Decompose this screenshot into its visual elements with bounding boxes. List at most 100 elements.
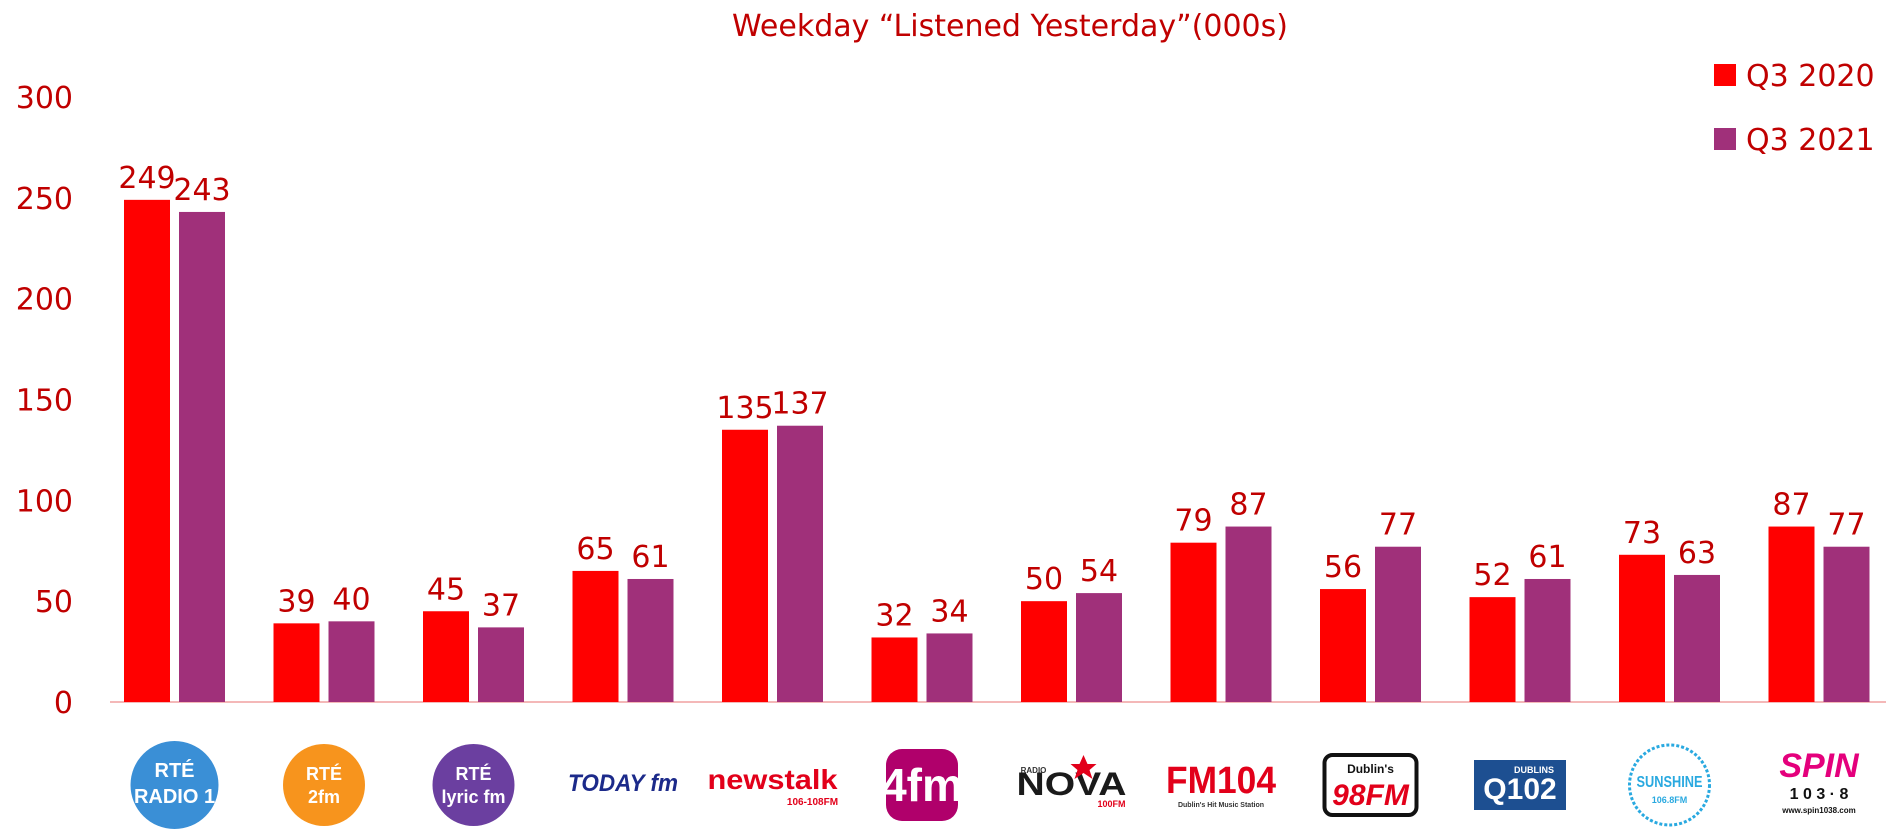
data-label: 77: [1827, 508, 1865, 543]
y-tick-label: 200: [16, 283, 73, 318]
bar-q3-2021: [328, 621, 375, 702]
bar-q3-2020: [124, 199, 170, 702]
logo-text: 106.8FM: [1652, 795, 1688, 805]
data-label: 61: [1528, 540, 1566, 575]
bar-q3-2020: [1170, 542, 1217, 702]
rte-2fm-logo: RTÉ 2fm: [283, 744, 365, 826]
rte-radio1-logo: RTÉ RADIO 1: [130, 741, 219, 829]
data-label: 63: [1678, 536, 1716, 571]
logo-text: 4fm: [881, 759, 963, 811]
data-label: 45: [427, 572, 465, 607]
logo-text: RADIO: [1021, 766, 1047, 775]
bar-q3-2020: [1469, 597, 1516, 702]
data-label: 249: [118, 161, 175, 196]
logo-text: RTÉ: [155, 759, 195, 782]
legend-label: Q3 2021: [1746, 123, 1875, 158]
bar-q3-2020: [722, 429, 768, 702]
4fm-logo: 4fm: [881, 749, 963, 821]
bar-q3-2021: [1524, 578, 1571, 702]
logo-text: 1 0 3 · 8: [1790, 786, 1849, 803]
bar-q3-2021: [179, 211, 225, 702]
bar-q3-2020: [1021, 601, 1067, 702]
logo-text: lyric fm: [441, 787, 505, 807]
data-label: 39: [277, 584, 315, 619]
logo-text: 2fm: [308, 787, 340, 807]
data-label: 79: [1174, 504, 1212, 539]
bar-q3-2021: [1375, 546, 1421, 702]
bar-q3-2021: [1076, 593, 1122, 702]
legend: Q3 2020 Q3 2021: [1714, 59, 1875, 158]
data-label: 137: [771, 387, 828, 422]
data-label: 87: [1229, 488, 1267, 523]
data-label: 61: [631, 540, 669, 575]
y-tick-label: 250: [16, 182, 73, 217]
logo-text: 98FM: [1332, 779, 1410, 812]
data-label: 87: [1772, 488, 1810, 523]
logo-text: SPIN: [1779, 747, 1860, 785]
bars: [124, 199, 1870, 702]
data-label: 135: [716, 391, 773, 426]
y-tick-label: 0: [54, 686, 73, 721]
logo-text: Q102: [1483, 773, 1556, 806]
data-label: 50: [1025, 562, 1063, 597]
bar-q3-2021: [627, 578, 674, 702]
data-label: 77: [1379, 508, 1417, 543]
bar-q3-2020: [1768, 526, 1815, 702]
rte-lyricfm-logo: RTÉ lyric fm: [432, 744, 515, 826]
todayfm-logo: TODAY fm: [568, 770, 678, 797]
legend-swatch: [1714, 64, 1736, 86]
newstalk-logo: newstalk 106-108FM: [708, 764, 839, 808]
logo-text: Dublin's Hit Music Station: [1178, 802, 1264, 809]
logo-text: RTÉ: [456, 763, 492, 784]
logo-text: 100FM: [1097, 799, 1125, 809]
bar-q3-2021: [1225, 526, 1272, 702]
bar-q3-2020: [1320, 589, 1366, 702]
bar-q3-2020: [1619, 554, 1665, 702]
chart-title: Weekday “Listened Yesterday”(000s): [732, 9, 1288, 44]
y-axis: 0 50 100 150 200 250 300: [16, 81, 73, 721]
bar-q3-2021: [926, 633, 973, 702]
bar-q3-2021: [478, 627, 524, 702]
logo-text: RADIO 1: [134, 786, 215, 808]
data-label: 73: [1623, 516, 1661, 551]
logo-text: FM104: [1166, 760, 1276, 802]
bar-q3-2021: [1823, 546, 1870, 702]
data-label: 54: [1080, 554, 1118, 589]
logo-text: 106-108FM: [787, 797, 838, 808]
bar-q3-2021: [777, 425, 823, 702]
legend-swatch: [1714, 128, 1736, 150]
data-label: 65: [576, 532, 614, 567]
data-label: 40: [332, 582, 370, 617]
logo-text: www.spin1038.com: [1781, 806, 1856, 815]
logo-text: DUBLINS: [1514, 765, 1554, 775]
logo-text: RTÉ: [306, 763, 342, 784]
98fm-logo: Dublin's 98FM: [1322, 753, 1419, 817]
y-tick-label: 50: [35, 585, 73, 620]
bar-q3-2020: [572, 570, 619, 702]
bar-q3-2020: [273, 623, 320, 702]
logo-text: NOVA: [1017, 766, 1127, 802]
legend-label: Q3 2020: [1746, 59, 1875, 94]
bar-q3-2020: [871, 637, 918, 702]
data-label: 37: [482, 588, 520, 623]
logo-text: Dublin's: [1347, 762, 1394, 776]
y-tick-label: 300: [16, 81, 73, 116]
data-label: 34: [930, 594, 968, 629]
logo-text: newstalk: [708, 764, 838, 795]
y-tick-label: 150: [16, 384, 73, 419]
bar-q3-2020: [423, 611, 469, 702]
sunshine-logo: SUNSHINE 106.8FM: [1628, 743, 1711, 827]
data-label: 56: [1324, 550, 1362, 585]
station-logos: RTÉ RADIO 1 RTÉ 2fm RTÉ lyric fm TODAY fm newst…: [130, 741, 1860, 829]
logo-text: SUNSHINE: [1637, 774, 1703, 791]
bar-q3-2021: [1674, 574, 1720, 702]
data-label: 243: [173, 173, 230, 208]
y-tick-label: 100: [16, 484, 73, 519]
data-label: 52: [1473, 558, 1511, 593]
